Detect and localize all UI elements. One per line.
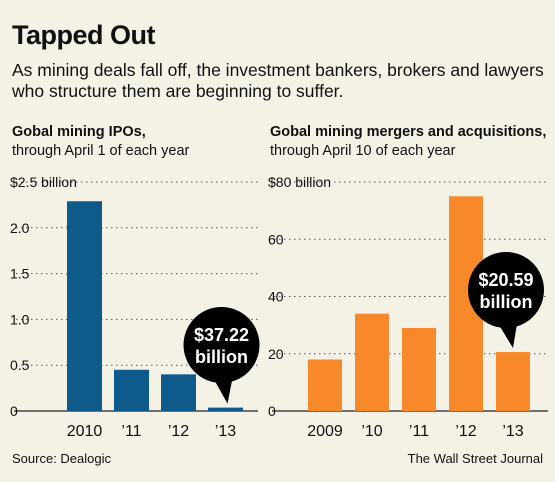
ma-y-tick-label: $80 billion bbox=[268, 174, 331, 190]
ma-callout-bubble bbox=[468, 252, 544, 328]
ma-x-tick-label: ’12 bbox=[455, 423, 476, 440]
page-title: Tapped Out bbox=[12, 20, 156, 50]
ma-y-tick-label: 60 bbox=[268, 231, 284, 247]
ipo-callout-label: billion bbox=[195, 347, 248, 367]
ma-bar bbox=[355, 313, 389, 411]
ipo-chart-subtitle: through April 1 of each year bbox=[12, 143, 190, 159]
ma-bar bbox=[496, 352, 530, 411]
ma-bar-chart: 0 20 40 60 $80 billion 2009 ’10 ’11 ’12 ’13 $20.59… bbox=[268, 174, 548, 440]
ipo-x-tick-label: ’13 bbox=[215, 423, 236, 440]
ma-x-tick-label: ’13 bbox=[502, 423, 523, 440]
ma-callout-label: $20.59 bbox=[478, 270, 533, 290]
ma-bar bbox=[308, 359, 342, 411]
ipo-bar bbox=[208, 407, 243, 411]
ipo-y-tick-label: 0.5 bbox=[10, 357, 30, 373]
ipo-callout-bubble bbox=[183, 307, 260, 383]
ma-chart-subtitle: through April 10 of each year bbox=[270, 143, 456, 159]
ipo-x-tick-label: ’12 bbox=[168, 423, 189, 440]
credit-note: The Wall Street Journal bbox=[407, 451, 543, 466]
ipo-y-tick-label: 0 bbox=[10, 403, 18, 419]
ipo-callout-pointer bbox=[211, 373, 234, 404]
ipo-callout-label: $37.22 bbox=[194, 325, 249, 345]
ipo-chart-header: Gobal mining IPOs, through April 1 of ea… bbox=[12, 123, 189, 161]
ma-y-tick-label: 20 bbox=[268, 346, 284, 362]
ipo-x-tick-label: ’11 bbox=[121, 423, 141, 440]
ma-y-tick-label: 0 bbox=[268, 403, 276, 419]
ipo-bar bbox=[114, 369, 149, 411]
ma-bar bbox=[402, 327, 436, 411]
ma-chart-header: Gobal mining mergers and acquisitions, t… bbox=[270, 123, 546, 161]
ipo-y-tick-label: 1.5 bbox=[10, 266, 30, 282]
ma-x-tick-label: ’11 bbox=[409, 423, 429, 440]
ipo-y-tick-label: 2.0 bbox=[10, 220, 30, 236]
source-note: Source: Dealogic bbox=[12, 451, 111, 466]
ipo-x-tick-label: 2010 bbox=[67, 423, 103, 440]
ma-callout-label: billion bbox=[480, 292, 533, 312]
ma-chart-title: Gobal mining mergers and acquisitions, bbox=[270, 124, 547, 140]
ma-y-tick-label: 40 bbox=[268, 289, 284, 305]
ipo-y-tick-label: $2.5 billion bbox=[10, 174, 77, 190]
ipo-bar bbox=[67, 201, 102, 411]
ipo-chart-title: Gobal mining IPOs, bbox=[12, 124, 146, 140]
ipo-bar-chart: 0 0.5 1.0 1.5 2.0 $2.5 billion 2010 ’11 ’12 ’13 $3… bbox=[10, 174, 260, 440]
ma-x-tick-label: ’10 bbox=[361, 423, 382, 440]
page-subtitle: As mining deals fall off, the investment… bbox=[12, 60, 544, 101]
ipo-bar bbox=[161, 374, 196, 411]
ma-x-tick-label: 2009 bbox=[307, 423, 343, 440]
ipo-y-tick-label: 1.0 bbox=[10, 311, 30, 327]
ma-callout-pointer bbox=[496, 318, 518, 349]
